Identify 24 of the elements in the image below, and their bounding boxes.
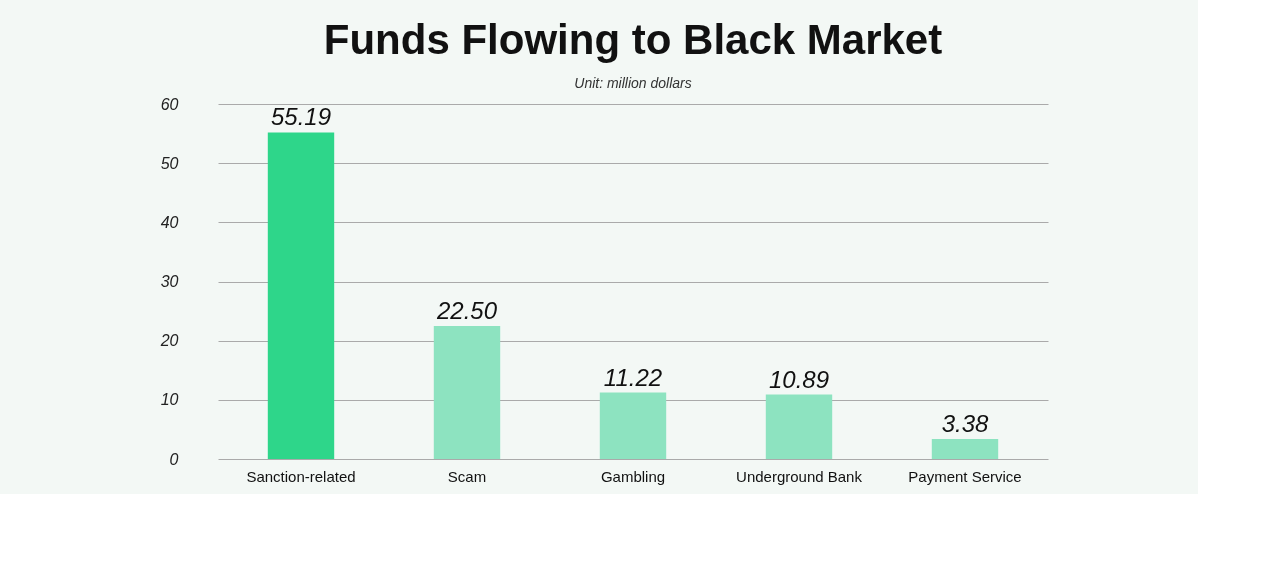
y-tick-label: 60 (160, 95, 179, 113)
y-tick-label: 30 (160, 273, 179, 290)
text: Unit: million dollars (574, 75, 692, 91)
bar (765, 394, 833, 459)
bar (599, 392, 667, 459)
bar (931, 439, 999, 459)
y-tick-label: 40 (160, 213, 179, 231)
x-tick-label: Underground Bank (736, 467, 863, 485)
bar (267, 132, 335, 459)
data-label: 22.50 (435, 296, 498, 324)
data-label: 3.38 (941, 410, 989, 437)
x-tick-label: Sanction-related (246, 467, 356, 485)
y-tick-label: 20 (159, 332, 179, 350)
y-tick-label: 10 (160, 391, 179, 409)
x-tick-label: Scam (447, 467, 487, 485)
x-tick-label: Payment Service (908, 467, 1022, 485)
y-tick-label: 0 (169, 450, 179, 468)
y-tick-label: 50 (160, 154, 179, 172)
x-tick-label: Gambling (600, 467, 666, 485)
data-label: 11.22 (603, 363, 663, 391)
bar (433, 325, 501, 459)
data-label: 55.19 (270, 103, 332, 131)
data-label: 10.89 (768, 365, 830, 393)
chart-title: Funds Flowing to Black Market (323, 16, 943, 63)
